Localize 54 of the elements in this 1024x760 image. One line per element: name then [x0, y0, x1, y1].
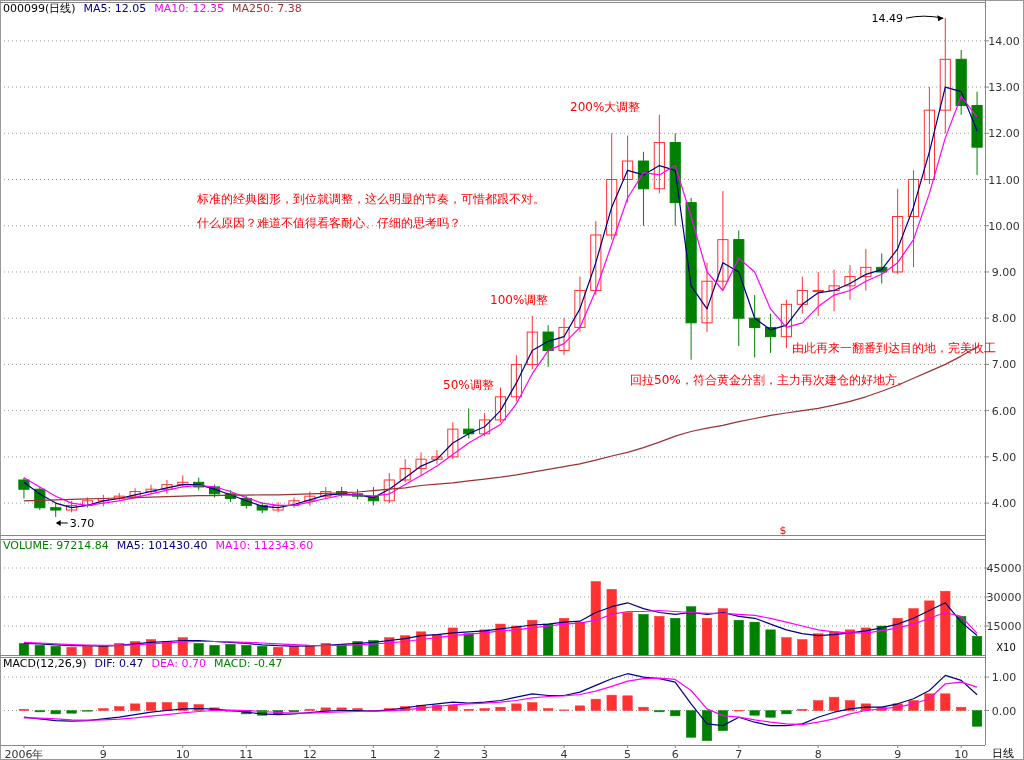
annotation: 3.70 [69, 516, 95, 530]
y-tick-label: 0.00 [991, 704, 1017, 718]
text: MA10: 112343.60 [215, 539, 314, 552]
y-tick-label: 30000 [986, 591, 1022, 604]
text: MA250: 7.38 [232, 2, 302, 15]
annotation: 200%大调整 [570, 100, 641, 114]
x-tick-label: 5 [624, 748, 632, 760]
annotation: 回拉50%，符合黄金分割，主力再次建仓的好地方。 [630, 373, 909, 387]
x-tick-label: 6 [671, 748, 679, 760]
annotation: 标准的经典图形，到位就调整，这么明显的节奏，可惜都跟不对。 [196, 192, 545, 206]
y-tick-label: 11.00 [988, 173, 1020, 187]
x-tick-label: 11 [239, 748, 254, 760]
chart-title: 000099(日线) [3, 2, 76, 15]
annotation: 由此再来一翻番到达目的地，完美收工 [792, 341, 996, 355]
annotation: 14.49 [871, 12, 903, 26]
x-tick-label: 9 [99, 748, 107, 760]
y-tick-label: 9.00 [991, 265, 1017, 279]
annotation: $ [779, 524, 787, 537]
y-tick-label: 4.00 [991, 497, 1017, 511]
y-tick-label: 10.00 [988, 219, 1020, 233]
x-tick-label: 12 [302, 748, 317, 760]
x-tick-label: 4 [560, 748, 568, 760]
y-tick-label: 8.00 [991, 312, 1017, 326]
text: MA10: 12.35 [154, 2, 225, 15]
y-tick-label: 1.00 [991, 671, 1017, 685]
text: VOLUME: 97214.84 [3, 539, 109, 552]
text: 日线 [992, 747, 1014, 760]
text: MACD: -0.47 [213, 657, 283, 670]
annotation: 100%调整 [490, 293, 549, 307]
x-tick-label: 2 [433, 748, 441, 760]
y-tick-label: 45000 [986, 562, 1022, 575]
x-tick-label: 3 [481, 748, 489, 760]
text: DEA: 0.70 [151, 657, 206, 670]
y-tick-label: 15000 [986, 620, 1022, 633]
y-tick-label: 5.00 [991, 450, 1017, 464]
y-tick-label: 7.00 [991, 358, 1017, 372]
x-tick-label: 9 [894, 748, 902, 760]
x-tick-label: 7 [735, 748, 743, 760]
text: MA5: 101430.40 [116, 539, 208, 552]
text: X10 [996, 642, 1016, 653]
annotation: 50%调整 [443, 378, 494, 392]
text: DIF: 0.47 [94, 657, 144, 670]
text: MA5: 12.05 [83, 2, 147, 15]
y-tick-label: 13.00 [988, 81, 1020, 95]
annotation: 什么原因？难道不值得看客耐心、仔细的思考吗？ [196, 216, 461, 230]
x-tick-label: 10 [954, 748, 969, 760]
x-tick-label: 2006年 [4, 748, 44, 760]
x-tick-label: 8 [814, 748, 822, 760]
x-tick-label: 10 [175, 748, 190, 760]
y-tick-label: 6.00 [991, 404, 1017, 418]
y-tick-label: 14.00 [988, 34, 1020, 48]
chart-title: MACD(12,26,9) [3, 657, 87, 670]
y-tick-label: 12.00 [988, 127, 1020, 141]
x-tick-label: 1 [369, 748, 377, 760]
